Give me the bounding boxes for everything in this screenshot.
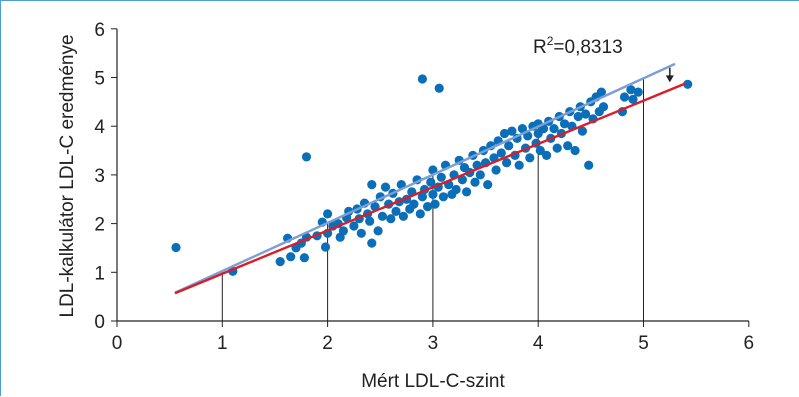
data-point-88 bbox=[514, 160, 524, 170]
data-point-18 bbox=[338, 226, 348, 236]
y-axis-title: LDL-kalkulátor LDL-C eredménye bbox=[57, 34, 78, 317]
data-point-9 bbox=[301, 152, 312, 162]
y-tick-label-5: 5 bbox=[94, 69, 105, 90]
data-point-106 bbox=[559, 119, 570, 129]
data-point-38 bbox=[391, 206, 401, 216]
data-point-111 bbox=[573, 111, 583, 122]
data-point-58 bbox=[436, 172, 446, 182]
data-point-36 bbox=[386, 214, 396, 224]
data-point-12 bbox=[320, 242, 331, 252]
data-point-115 bbox=[584, 160, 594, 170]
data-point-29 bbox=[367, 180, 377, 190]
x-tick-label-0: 0 bbox=[112, 333, 123, 354]
x-tick-label-5: 5 bbox=[638, 333, 649, 354]
y-tick-label-2: 2 bbox=[94, 215, 105, 236]
data-point-31 bbox=[373, 226, 383, 236]
data-point-123 bbox=[619, 92, 630, 102]
data-point-114 bbox=[581, 109, 591, 119]
data-point-99 bbox=[542, 150, 552, 160]
r-squared-annotation: R2=0,8313 bbox=[533, 34, 623, 58]
data-point-81 bbox=[496, 148, 506, 158]
data-point-55 bbox=[430, 199, 440, 209]
x-tick-label-4: 4 bbox=[533, 333, 544, 354]
data-point-107 bbox=[563, 141, 573, 151]
data-point-110 bbox=[570, 145, 580, 156]
x-tick-label-6: 6 bbox=[744, 333, 755, 354]
x-tick-label-1: 1 bbox=[217, 333, 228, 354]
data-point-0 bbox=[171, 242, 181, 253]
data-point-2 bbox=[275, 257, 285, 267]
regression-line bbox=[174, 82, 687, 295]
data-point-54 bbox=[428, 165, 438, 175]
data-point-84 bbox=[504, 141, 514, 151]
data-point-33 bbox=[377, 211, 387, 221]
data-point-24 bbox=[356, 228, 366, 238]
data-point-71 bbox=[470, 177, 480, 187]
y-tick-label-6: 6 bbox=[94, 20, 105, 41]
data-point-28 bbox=[367, 238, 377, 248]
data-point-4 bbox=[286, 252, 296, 262]
fit-lines bbox=[174, 62, 687, 295]
data-point-21 bbox=[349, 221, 359, 231]
data-point-83 bbox=[502, 158, 512, 168]
x-axis-title: Mért LDL-C-szint bbox=[361, 371, 505, 392]
data-point-34 bbox=[380, 182, 391, 192]
data-point-97 bbox=[535, 145, 545, 156]
data-point-27 bbox=[365, 216, 375, 226]
data-point-64 bbox=[451, 184, 461, 195]
data-point-85 bbox=[507, 126, 517, 136]
data-point-121 bbox=[598, 102, 609, 112]
data-point-103 bbox=[552, 143, 562, 153]
data-point-89 bbox=[517, 124, 528, 134]
data-point-124 bbox=[626, 85, 636, 95]
data-point-68 bbox=[462, 187, 472, 197]
data-point-41 bbox=[398, 211, 408, 221]
data-point-7 bbox=[299, 253, 309, 263]
data-point-82 bbox=[499, 128, 510, 139]
identity-line bbox=[174, 62, 676, 294]
data-point-66 bbox=[457, 175, 467, 185]
arrow-head bbox=[665, 75, 674, 83]
data-point-51 bbox=[423, 202, 433, 212]
data-point-48 bbox=[417, 192, 427, 202]
data-point-102 bbox=[549, 124, 559, 134]
data-point-120 bbox=[596, 87, 607, 97]
y-tick-label-0: 0 bbox=[94, 312, 105, 333]
data-point-92 bbox=[525, 153, 535, 163]
data-point-14 bbox=[323, 209, 333, 219]
x-tick-label-3: 3 bbox=[428, 333, 439, 354]
y-tick-label-1: 1 bbox=[94, 263, 105, 284]
data-point-79 bbox=[491, 165, 501, 175]
data-point-127 bbox=[683, 79, 693, 89]
data-point-125 bbox=[628, 94, 638, 104]
data-point-126 bbox=[633, 87, 643, 97]
data-point-53 bbox=[428, 189, 438, 199]
data-point-59 bbox=[438, 192, 448, 202]
reference-verticals bbox=[221, 78, 644, 321]
data-point-73 bbox=[475, 170, 485, 180]
data-point-57 bbox=[434, 83, 444, 93]
data-point-113 bbox=[577, 126, 588, 136]
data-point-47 bbox=[415, 209, 425, 219]
ticks: 0 1 2 3 4 5 6 0 1 2 3 4 5 6 bbox=[94, 20, 754, 354]
x-tick-label-2: 2 bbox=[322, 333, 333, 354]
y-tick-label-4: 4 bbox=[94, 117, 105, 138]
data-point-45 bbox=[409, 199, 419, 209]
data-point-52 bbox=[426, 177, 436, 187]
data-point-49 bbox=[417, 74, 427, 84]
y-tick-label-3: 3 bbox=[94, 166, 105, 187]
data-point-76 bbox=[483, 180, 493, 190]
